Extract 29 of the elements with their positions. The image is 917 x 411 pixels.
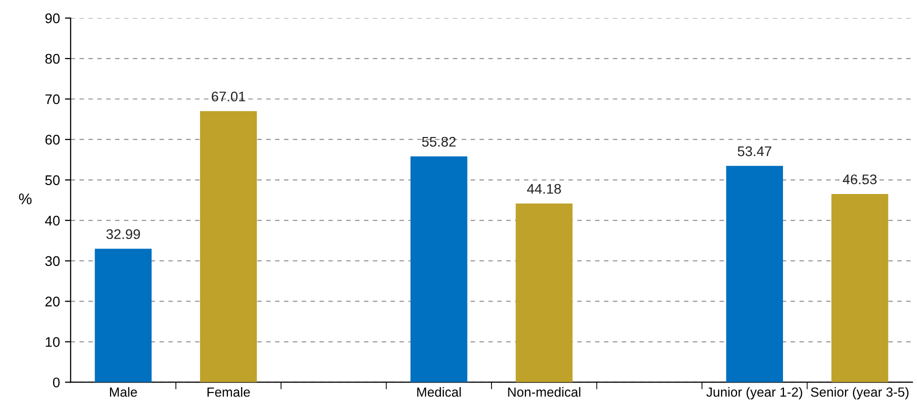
y-tick-label: 60 [45, 134, 60, 145]
x-tick-label: Senior (year 3-5) [810, 387, 908, 400]
y-tick-label: 20 [45, 296, 60, 306]
x-tick-label: Non-medical [508, 387, 580, 397]
bar [516, 203, 573, 382]
x-tick-label: Junior (year 1-2) [706, 387, 802, 400]
data-label: 67.01 [212, 92, 246, 102]
bar [410, 156, 468, 382]
y-tick-label: 50 [45, 175, 60, 186]
y-tick-label: 40 [45, 216, 60, 226]
x-tick-label: Male [110, 387, 137, 397]
bar [831, 194, 888, 382]
data-label: 32.99 [106, 229, 140, 240]
y-tick-label: 70 [45, 94, 60, 104]
data-label: 44.18 [527, 184, 561, 194]
y-tick-label: 10 [46, 337, 60, 347]
data-label: 55.82 [422, 136, 456, 147]
y-tick-label: 80 [45, 54, 60, 64]
y-axis-title: % [19, 194, 32, 204]
bar [200, 111, 257, 382]
x-tick-label: Medical [417, 387, 461, 397]
y-tick-label: 90 [45, 13, 60, 24]
bar [726, 166, 783, 382]
y-tick-label: 0 [53, 378, 60, 388]
x-tick-label: Female [208, 387, 250, 397]
data-label: 53.47 [738, 146, 772, 156]
y-tick-label: 30 [45, 256, 60, 266]
bar [94, 248, 152, 382]
data-label: 46.53 [842, 174, 877, 184]
